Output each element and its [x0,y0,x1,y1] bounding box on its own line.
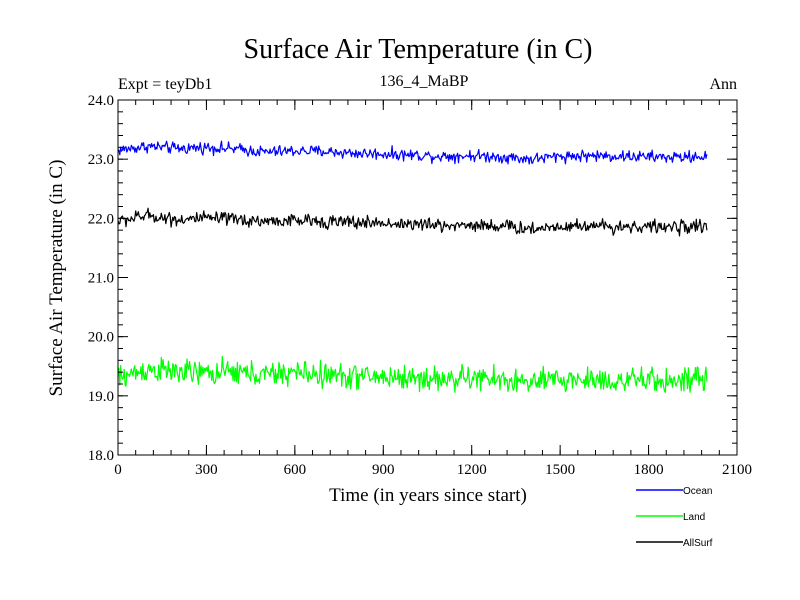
chart-title: Surface Air Temperature (in C) [244,34,593,65]
legend: Ocean Land AllSurf [636,486,713,549]
y-tick-label: 23.0 [88,152,114,168]
y-tick-label: 19.0 [88,389,114,405]
x-tick-label: 600 [284,462,307,478]
series-layer [117,140,708,393]
y-tick-label: 21.0 [88,271,114,287]
legend-label-allsurf: AllSurf [683,538,713,549]
x-tick-label: 2100 [722,462,752,478]
x-tick-label: 1200 [457,462,487,478]
ticks-layer [117,99,738,456]
x-tick-labels: 0 300 600 900 1200 1500 1800 2100 [114,462,752,478]
y-tick-label: 24.0 [88,93,114,109]
period-label: 136_4_MaBP [380,73,469,90]
series-line-land [117,355,708,393]
x-tick-label: 0 [114,462,122,478]
x-axis-label: Time (in years since start) [329,485,527,506]
legend-label-ocean: Ocean [683,486,712,497]
series-line-allsurf [117,207,708,237]
y-tick-label: 18.0 [88,448,114,464]
y-tick-label: 22.0 [88,211,114,227]
y-tick-labels: 18.0 19.0 20.0 21.0 22.0 23.0 24.0 [88,93,114,464]
season-label: Ann [709,76,737,93]
x-tick-label: 900 [372,462,395,478]
x-tick-label: 1800 [634,462,664,478]
y-axis-label: Surface Air Temperature (in C) [46,160,67,397]
x-tick-label: 300 [195,462,218,478]
experiment-label: Expt = teyDb1 [118,76,212,93]
y-tick-label: 20.0 [88,330,114,346]
series-line-ocean [117,140,708,165]
x-tick-label: 1500 [545,462,575,478]
legend-label-land: Land [683,512,705,523]
